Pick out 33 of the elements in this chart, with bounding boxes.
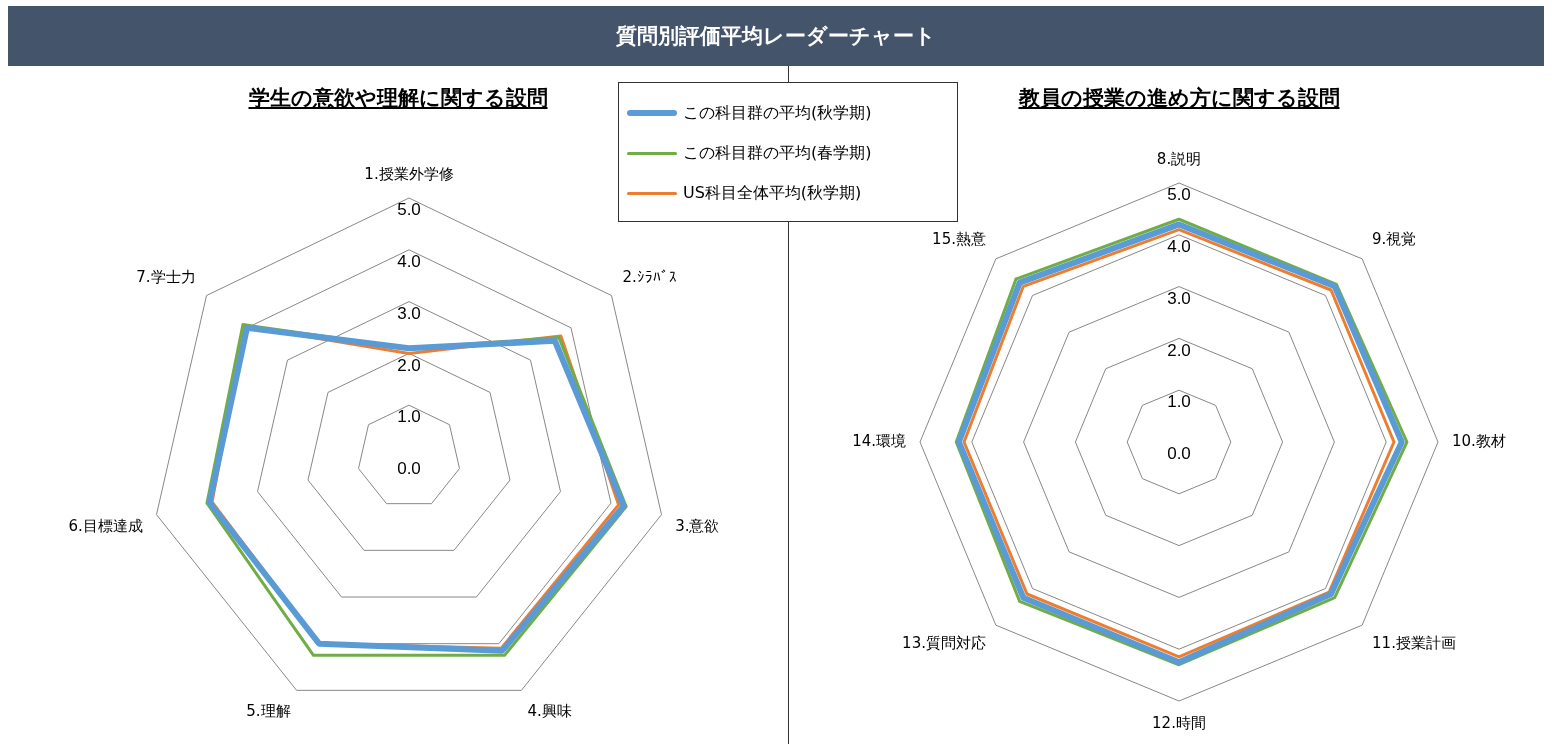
y-tick-label: 4.0 (397, 251, 421, 271)
spoke-label: 4.興味 (527, 701, 572, 720)
y-tick-label: 0.0 (1167, 444, 1191, 464)
legend-label: この科目群の平均(春学期) (683, 142, 872, 164)
spoke-label: 7.学士力 (136, 267, 196, 286)
spoke-label: 1.授業外学修 (364, 164, 454, 183)
spoke-label: 11.授業計画 (1372, 633, 1456, 652)
chart-title: 質問別評価平均レーダーチャート (8, 6, 1544, 66)
y-tick-label: 3.0 (397, 303, 421, 323)
legend-label: この科目群の平均(秋学期) (683, 102, 872, 124)
y-tick-label: 5.0 (397, 200, 421, 220)
y-tick-label: 4.0 (1167, 236, 1191, 256)
y-tick-label: 2.0 (1167, 340, 1191, 360)
spoke-label: 6.目標達成 (68, 516, 143, 535)
spoke-label: 13.質問対応 (902, 633, 986, 652)
spoke-label: 10.教材 (1452, 431, 1506, 450)
y-tick-label: 5.0 (1167, 185, 1191, 205)
chart-subtitle: 教員の授業の進め方に関する設問 (1018, 86, 1340, 110)
spoke-label: 8.説明 (1156, 149, 1202, 168)
spoke-label: 9.視覚 (1372, 229, 1417, 248)
spoke-label: 5.理解 (246, 701, 291, 720)
spoke-label: 12.時間 (1152, 713, 1206, 732)
chart-subtitle: 学生の意欲や理解に関する設問 (248, 86, 548, 110)
y-tick-label: 3.0 (1167, 288, 1191, 308)
spoke-label: 3.意欲 (675, 516, 720, 535)
spoke-label: 14.環境 (852, 431, 906, 450)
spoke-label: 15.熱意 (932, 229, 986, 248)
legend-label: US科目全体平均(秋学期) (683, 182, 862, 204)
y-tick-label: 0.0 (397, 459, 421, 479)
y-tick-label: 1.0 (397, 407, 421, 427)
spoke-label: 2.ｼﾗﾊﾞｽ (622, 267, 677, 286)
y-tick-label: 2.0 (397, 355, 421, 375)
y-tick-label: 1.0 (1167, 392, 1191, 412)
